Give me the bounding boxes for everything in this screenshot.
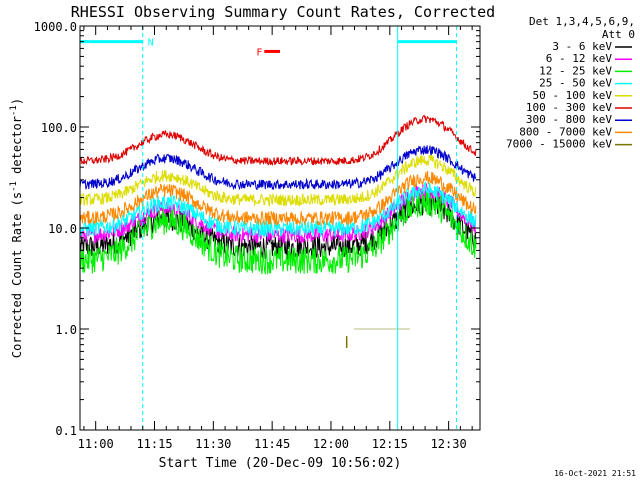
legend-header-1: Det 1,3,4,5,6,9, — [529, 15, 635, 28]
x-tick-label-0: 11:00 — [78, 437, 114, 451]
x-tick-label-4: 12:00 — [313, 437, 349, 451]
x-tick-label-6: 12:30 — [431, 437, 467, 451]
x-tick-label-5: 12:15 — [372, 437, 408, 451]
y-axis: 0.1 1.0 10.0 100.0 1000.0 — [34, 20, 480, 438]
x-tick-label-1: 11:15 — [136, 437, 172, 451]
x-tick-label-3: 11:45 — [254, 437, 290, 451]
chart-title: RHESSI Observing Summary Count Rates, Co… — [71, 3, 495, 21]
legend-label-8: 7000 - 15000 keV — [506, 138, 612, 151]
legend-label-4: 50 - 100 keV — [533, 89, 613, 102]
y-tick-label-0: 0.1 — [55, 424, 77, 438]
series-line-2 — [80, 189, 477, 275]
legend-label-3: 25 - 50 keV — [539, 77, 612, 90]
series-line-5 — [80, 114, 477, 167]
y-axis-label-suffix: ) — [10, 98, 24, 105]
y-axis-label-mid: detector — [10, 116, 24, 181]
y-axis-label-exp2: -1 — [9, 105, 19, 116]
series-line-3 — [80, 180, 477, 238]
series-line-7 — [80, 170, 477, 227]
y-axis-label-prefix: Corrected Count Rate (s — [10, 192, 24, 358]
y-tick-label-1: 1.0 — [55, 323, 77, 337]
legend-label-6: 300 - 800 keV — [526, 113, 612, 126]
timestamp: 16-Oct-2021 21:51 — [554, 469, 636, 478]
plot-area: NF — [79, 26, 477, 430]
flag-label-0: N — [148, 38, 154, 49]
y-tick-label-3: 100.0 — [41, 121, 77, 135]
y-tick-label-4: 1000.0 — [34, 20, 77, 34]
x-tick-label-2: 11:30 — [195, 437, 231, 451]
series-layer — [80, 114, 477, 348]
series-line-4 — [80, 154, 477, 208]
y-axis-label: Corrected Count Rate (s-1 detector-1) — [9, 98, 24, 358]
legend-label-5: 100 - 300 keV — [526, 101, 612, 114]
legend-header-2: Att 0 — [602, 28, 635, 41]
legend-label-2: 12 - 25 keV — [539, 64, 612, 77]
legend-label-0: 3 - 6 keV — [552, 40, 612, 53]
x-axis: 11:00 11:15 11:30 11:45 12:00 12:15 12:30 — [78, 26, 473, 451]
legend-label-1: 6 - 12 keV — [546, 52, 613, 65]
series-line-6 — [80, 145, 477, 191]
y-tick-label-2: 10.0 — [48, 222, 77, 236]
legend-label-7: 800 - 7000 keV — [519, 125, 612, 138]
y-axis-label-exp1: -1 — [9, 181, 19, 192]
flag-label-2: F — [256, 47, 262, 58]
x-axis-label: Start Time (20-Dec-09 10:56:02) — [159, 456, 402, 471]
